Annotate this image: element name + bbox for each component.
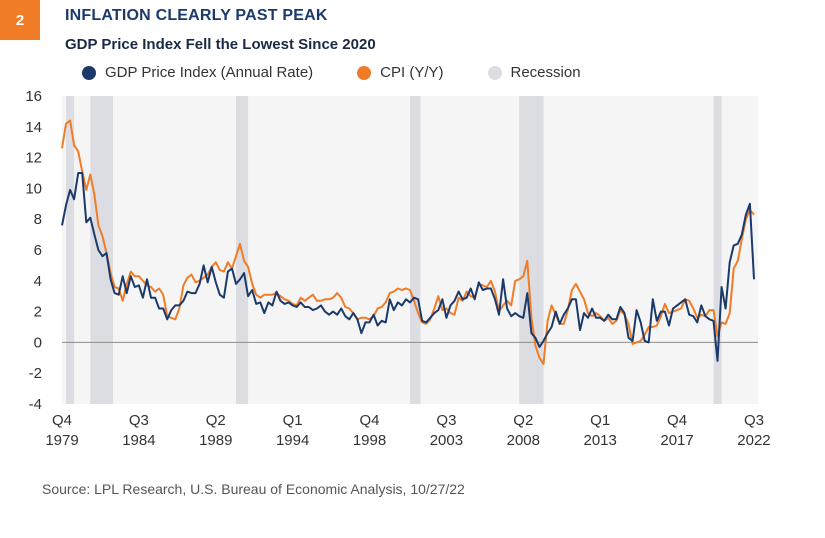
recession-band xyxy=(66,96,75,404)
legend-label-cpi: CPI (Y/Y) xyxy=(380,64,444,81)
x-tick-quarter: Q3 xyxy=(744,412,764,429)
y-tick-label: -2 xyxy=(29,365,42,382)
legend-marker-recession xyxy=(487,65,502,80)
x-tick-year: 2008 xyxy=(507,432,540,449)
x-tick-year: 1989 xyxy=(199,432,232,449)
y-tick-label: 10 xyxy=(25,180,42,197)
y-tick-label: 8 xyxy=(34,211,42,228)
cpi-series-line xyxy=(61,119,755,365)
y-tick-label: 14 xyxy=(25,119,42,136)
x-tick-year: 2003 xyxy=(430,432,463,449)
x-axis: Q4 1979 Q3 1984 Q2 1989 Q1 1994 Q4 1998 Q3 2003 Q2 20… xyxy=(45,412,770,449)
y-tick-label: 4 xyxy=(34,273,42,290)
y-tick-label: 6 xyxy=(34,242,42,259)
x-tick-quarter: Q3 xyxy=(436,412,456,429)
recession-band xyxy=(713,96,722,404)
x-tick-quarter: Q1 xyxy=(590,412,610,429)
x-tick-year: 1998 xyxy=(353,432,386,449)
figure-number-badge: 2 xyxy=(0,0,40,40)
chart-legend: GDP Price Index (Annual Rate) CPI (Y/Y) … xyxy=(82,64,625,81)
y-tick-label: 0 xyxy=(34,334,42,351)
y-tick-label: 12 xyxy=(25,150,42,167)
legend-item-recession: Recession xyxy=(487,64,581,81)
legend-item-gdp: GDP Price Index (Annual Rate) xyxy=(82,64,313,81)
y-axis: 16 14 12 10 8 6 4 2 0 -2 -4 xyxy=(25,88,42,413)
x-tick-year: 2017 xyxy=(660,432,693,449)
x-tick-quarter: Q4 xyxy=(360,412,380,429)
x-tick-year: 1979 xyxy=(45,432,78,449)
series-lines xyxy=(61,119,755,365)
gdp-price-index-series-line xyxy=(61,172,755,362)
x-tick-quarter: Q1 xyxy=(283,412,303,429)
chart-subtitle: GDP Price Index Fell the Lowest Since 20… xyxy=(65,36,376,53)
y-tick-label: -4 xyxy=(29,396,42,413)
y-tick-label: 2 xyxy=(34,304,42,321)
x-tick-quarter: Q2 xyxy=(206,412,226,429)
recession-band xyxy=(519,96,544,404)
recession-band xyxy=(90,96,113,404)
x-tick-quarter: Q4 xyxy=(52,412,72,429)
x-tick-year: 2022 xyxy=(737,432,770,449)
x-tick-quarter: Q4 xyxy=(667,412,687,429)
legend-label-recession: Recession xyxy=(510,64,581,81)
source-note: Source: LPL Research, U.S. Bureau of Eco… xyxy=(42,481,465,497)
x-tick-year: 1994 xyxy=(276,432,309,449)
chart-title: INFLATION CLEARLY PAST PEAK xyxy=(65,7,328,24)
recession-band xyxy=(410,96,421,404)
x-tick-year: 2013 xyxy=(583,432,616,449)
x-tick-year: 1984 xyxy=(122,432,155,449)
legend-item-cpi: CPI (Y/Y) xyxy=(357,64,444,81)
x-tick-quarter: Q3 xyxy=(129,412,149,429)
x-tick-quarter: Q2 xyxy=(513,412,533,429)
y-tick-label: 16 xyxy=(25,88,42,105)
legend-label-gdp: GDP Price Index (Annual Rate) xyxy=(105,64,314,81)
legend-marker-gdp xyxy=(82,65,96,80)
legend-marker-cpi xyxy=(357,65,372,80)
